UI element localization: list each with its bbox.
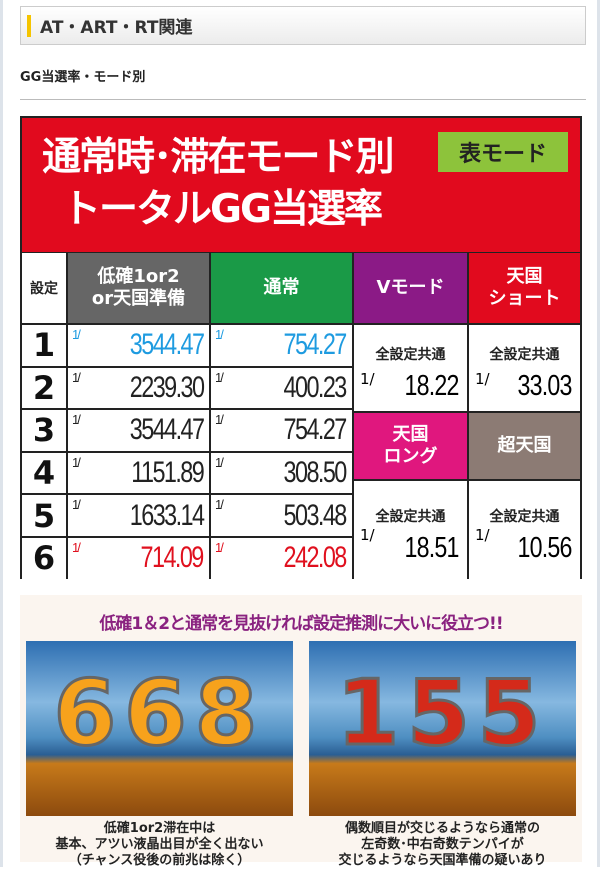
header-heaven-long: 天国 ロング xyxy=(354,413,467,479)
fraction-prefix: 1/ xyxy=(72,540,81,555)
rate-value: 18.22 xyxy=(404,369,460,402)
reel-screenshot-right: 155 xyxy=(309,641,576,816)
rate-value: 3544.47 xyxy=(129,413,204,447)
header-super-heaven: 超天国 xyxy=(469,413,580,479)
fraction-prefix: 1/ xyxy=(475,526,490,544)
setting-number: 5 xyxy=(22,495,66,536)
fraction-prefix: 1/ xyxy=(72,497,81,513)
title-line-1: 通常時･滞在モード別 xyxy=(42,135,395,180)
rate-normal: 1/400.23 xyxy=(211,367,352,409)
common-label: 全設定共通 xyxy=(375,508,446,525)
section-title: AT・ART・RT関連 xyxy=(40,18,193,38)
header-v-mode: Vモード xyxy=(354,253,467,323)
right-caption: 偶数順目が交じるようなら通常の 左奇数･中右奇数テンパイが 交じるようなら天国準… xyxy=(338,821,547,868)
fraction-prefix: 1/ xyxy=(215,454,224,470)
rate-low: 1/1633.14 xyxy=(68,495,209,536)
fraction-prefix: 1/ xyxy=(215,327,224,342)
rate-low: 1/2239.30 xyxy=(68,367,209,409)
fraction-prefix: 1/ xyxy=(360,370,375,388)
setting-number: 3 xyxy=(22,410,66,451)
rate-low: 1/714.09 xyxy=(68,538,209,579)
rate-value: 1151.89 xyxy=(131,456,204,490)
reel-digits: 155 xyxy=(335,660,549,768)
rate-value: 503.48 xyxy=(283,498,348,532)
rate-value: 10.56 xyxy=(517,531,573,564)
fraction-prefix: 1/ xyxy=(360,526,375,544)
fraction-prefix: 1/ xyxy=(72,412,81,428)
fraction-prefix: 1/ xyxy=(215,540,224,555)
super-heaven-rate: 全設定共通 1/10.56 xyxy=(469,481,580,579)
title-line-2: トータルGG当選率 xyxy=(62,187,383,232)
header-heaven-short: 天国 ショート xyxy=(469,253,580,323)
infographic-title: 通常時･滞在モード別 トータルGG当選率 表モード xyxy=(22,118,580,252)
rate-value: 33.03 xyxy=(517,369,573,402)
rate-normal: 1/754.27 xyxy=(211,410,352,451)
rate-normal: 1/503.48 xyxy=(211,495,352,536)
rate-value: 242.08 xyxy=(283,541,348,575)
reel-digits: 668 xyxy=(52,660,266,768)
rate-normal: 1/308.50 xyxy=(211,452,352,494)
setting-number: 2 xyxy=(22,367,66,409)
rate-value: 754.27 xyxy=(283,413,348,447)
header-normal: 通常 xyxy=(211,253,352,323)
rate-low: 1/3544.47 xyxy=(68,325,209,366)
common-label: 全設定共通 xyxy=(489,346,560,363)
gg-rate-infographic: 通常時･滞在モード別 トータルGG当選率 表モード 設定 低確1or2 or天国準… xyxy=(20,116,582,579)
common-label: 全設定共通 xyxy=(489,508,560,525)
section-heading: AT・ART・RT関連 xyxy=(20,6,586,45)
setting-number: 1 xyxy=(22,325,66,366)
sub-heading: GG当選率・モード別 xyxy=(20,64,586,100)
left-caption: 低確1or2滞在中は 基本、アツい液晶出目が全く出ない （チャンス役後の前兆は除… xyxy=(55,821,264,868)
heaven-long-rate: 全設定共通 1/18.51 xyxy=(354,481,467,579)
rate-value: 400.23 xyxy=(283,370,348,404)
setting-number: 6 xyxy=(22,538,66,579)
rate-normal: 1/242.08 xyxy=(211,538,352,579)
tips-panel: 低確1＆2と通常を見抜ければ設定推測に大いに役立つ!! 668 155 低確1o… xyxy=(20,595,582,868)
fraction-prefix: 1/ xyxy=(215,497,224,513)
rate-normal: 1/754.27 xyxy=(211,325,352,366)
rate-value: 308.50 xyxy=(283,456,348,490)
fraction-prefix: 1/ xyxy=(72,369,81,385)
fraction-prefix: 1/ xyxy=(72,454,81,470)
header-setting: 設定 xyxy=(22,253,66,323)
rate-value: 714.09 xyxy=(140,541,205,575)
setting-number: 4 xyxy=(22,452,66,494)
tips-headline: 低確1＆2と通常を見抜ければ設定推測に大いに役立つ!! xyxy=(99,614,503,634)
fraction-prefix: 1/ xyxy=(215,369,224,385)
fraction-prefix: 1/ xyxy=(475,370,490,388)
fraction-prefix: 1/ xyxy=(72,327,81,342)
rate-value: 1633.14 xyxy=(129,498,204,532)
rate-low: 1/1151.89 xyxy=(68,452,209,494)
v-mode-rate: 全設定共通 1/18.22 xyxy=(354,325,467,411)
heading-accent-bar xyxy=(27,14,31,37)
rate-value: 754.27 xyxy=(283,328,348,362)
heaven-short-rate: 全設定共通 1/33.03 xyxy=(469,325,580,411)
fraction-prefix: 1/ xyxy=(215,412,224,428)
mode-badge: 表モード xyxy=(438,132,568,172)
rate-value: 18.51 xyxy=(404,531,460,564)
rate-value: 3544.47 xyxy=(129,328,204,362)
rate-value: 2239.30 xyxy=(129,370,204,404)
common-label: 全設定共通 xyxy=(375,346,446,363)
header-low-prob: 低確1or2 or天国準備 xyxy=(68,253,209,323)
reel-screenshot-left: 668 xyxy=(26,641,293,816)
rate-low: 1/3544.47 xyxy=(68,410,209,451)
